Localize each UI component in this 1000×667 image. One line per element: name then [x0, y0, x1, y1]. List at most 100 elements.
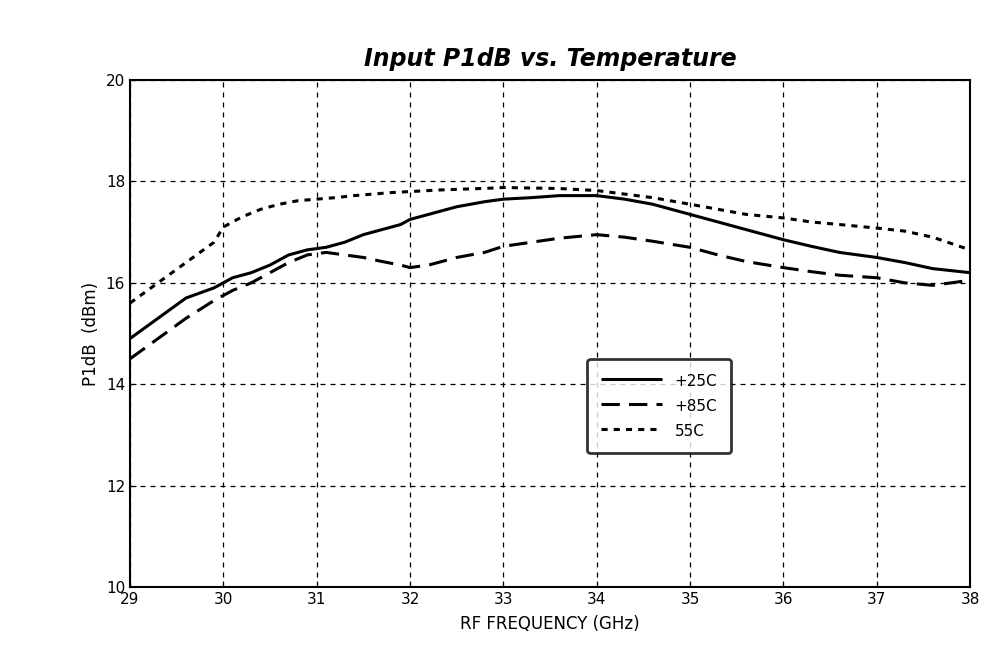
55C — [152, 279, 164, 287]
55C — [591, 187, 603, 195]
+25C — [357, 231, 369, 239]
+25C — [152, 314, 164, 322]
+85C — [497, 242, 509, 250]
55C — [460, 185, 472, 193]
55C — [236, 213, 248, 221]
+25C — [871, 253, 883, 261]
+25C — [264, 261, 276, 269]
+85C — [899, 279, 911, 287]
+85C — [805, 267, 817, 275]
+25C — [208, 284, 220, 292]
+25C — [376, 225, 388, 233]
55C — [712, 205, 724, 213]
+25C — [180, 294, 192, 302]
+25C — [320, 243, 332, 251]
+25C — [777, 235, 789, 243]
+85C — [451, 253, 463, 261]
+25C — [395, 221, 407, 229]
+25C — [740, 225, 752, 233]
55C — [404, 187, 416, 195]
55C — [217, 223, 229, 231]
Title: Input P1dB vs. Temperature: Input P1dB vs. Temperature — [364, 47, 736, 71]
55C — [348, 191, 360, 199]
55C — [777, 214, 789, 222]
+85C — [376, 257, 388, 265]
+85C — [423, 261, 435, 269]
55C — [329, 193, 341, 201]
+25C — [712, 218, 724, 226]
55C — [208, 238, 220, 246]
55C — [497, 183, 509, 191]
X-axis label: RF FREQUENCY (GHz): RF FREQUENCY (GHz) — [460, 615, 640, 633]
+25C — [805, 242, 817, 250]
55C — [871, 224, 883, 232]
55C — [180, 259, 192, 267]
+85C — [964, 276, 976, 284]
+85C — [395, 261, 407, 269]
+85C — [833, 271, 845, 279]
+85C — [339, 251, 351, 259]
+85C — [591, 231, 603, 239]
55C — [805, 218, 817, 226]
+85C — [712, 251, 724, 259]
55C — [292, 197, 304, 205]
55C — [255, 205, 267, 213]
+25C — [245, 269, 257, 277]
+85C — [124, 355, 136, 363]
Line: 55C: 55C — [130, 187, 970, 303]
55C — [899, 227, 911, 235]
55C — [553, 185, 565, 193]
55C — [273, 200, 285, 208]
55C — [684, 200, 696, 208]
+85C — [404, 263, 416, 271]
+25C — [647, 200, 659, 208]
55C — [740, 210, 752, 218]
+85C — [740, 257, 752, 265]
+85C — [152, 335, 164, 343]
+25C — [339, 238, 351, 246]
+85C — [684, 243, 696, 251]
+85C — [927, 281, 939, 289]
+25C — [404, 215, 416, 223]
+85C — [619, 233, 631, 241]
Line: +85C: +85C — [130, 235, 970, 359]
+25C — [301, 246, 313, 254]
+25C — [497, 195, 509, 203]
55C — [488, 184, 500, 192]
55C — [964, 246, 976, 254]
+25C — [619, 195, 631, 203]
55C — [432, 186, 444, 194]
55C — [619, 190, 631, 198]
+85C — [320, 248, 332, 256]
55C — [385, 189, 397, 197]
+25C — [833, 248, 845, 256]
+25C — [124, 335, 136, 343]
Line: +25C: +25C — [130, 195, 970, 339]
+85C — [871, 273, 883, 281]
+85C — [525, 238, 537, 246]
55C — [647, 193, 659, 201]
+25C — [964, 269, 976, 277]
Legend: +25C, +85C, 55C: +25C, +85C, 55C — [587, 359, 731, 453]
55C — [124, 299, 136, 307]
+25C — [591, 191, 603, 199]
+85C — [357, 253, 369, 261]
+25C — [451, 203, 463, 211]
55C — [927, 233, 939, 241]
+25C — [423, 210, 435, 218]
+85C — [208, 297, 220, 305]
+25C — [227, 273, 239, 281]
+25C — [525, 193, 537, 201]
55C — [367, 190, 379, 198]
+85C — [777, 263, 789, 271]
55C — [525, 184, 537, 192]
+85C — [264, 269, 276, 277]
+85C — [647, 237, 659, 245]
+25C — [553, 191, 565, 199]
+85C — [227, 286, 239, 294]
+85C — [301, 251, 313, 259]
+85C — [553, 234, 565, 242]
+25C — [283, 251, 295, 259]
Y-axis label: P1dB  (dBm): P1dB (dBm) — [82, 281, 100, 386]
+85C — [180, 314, 192, 322]
